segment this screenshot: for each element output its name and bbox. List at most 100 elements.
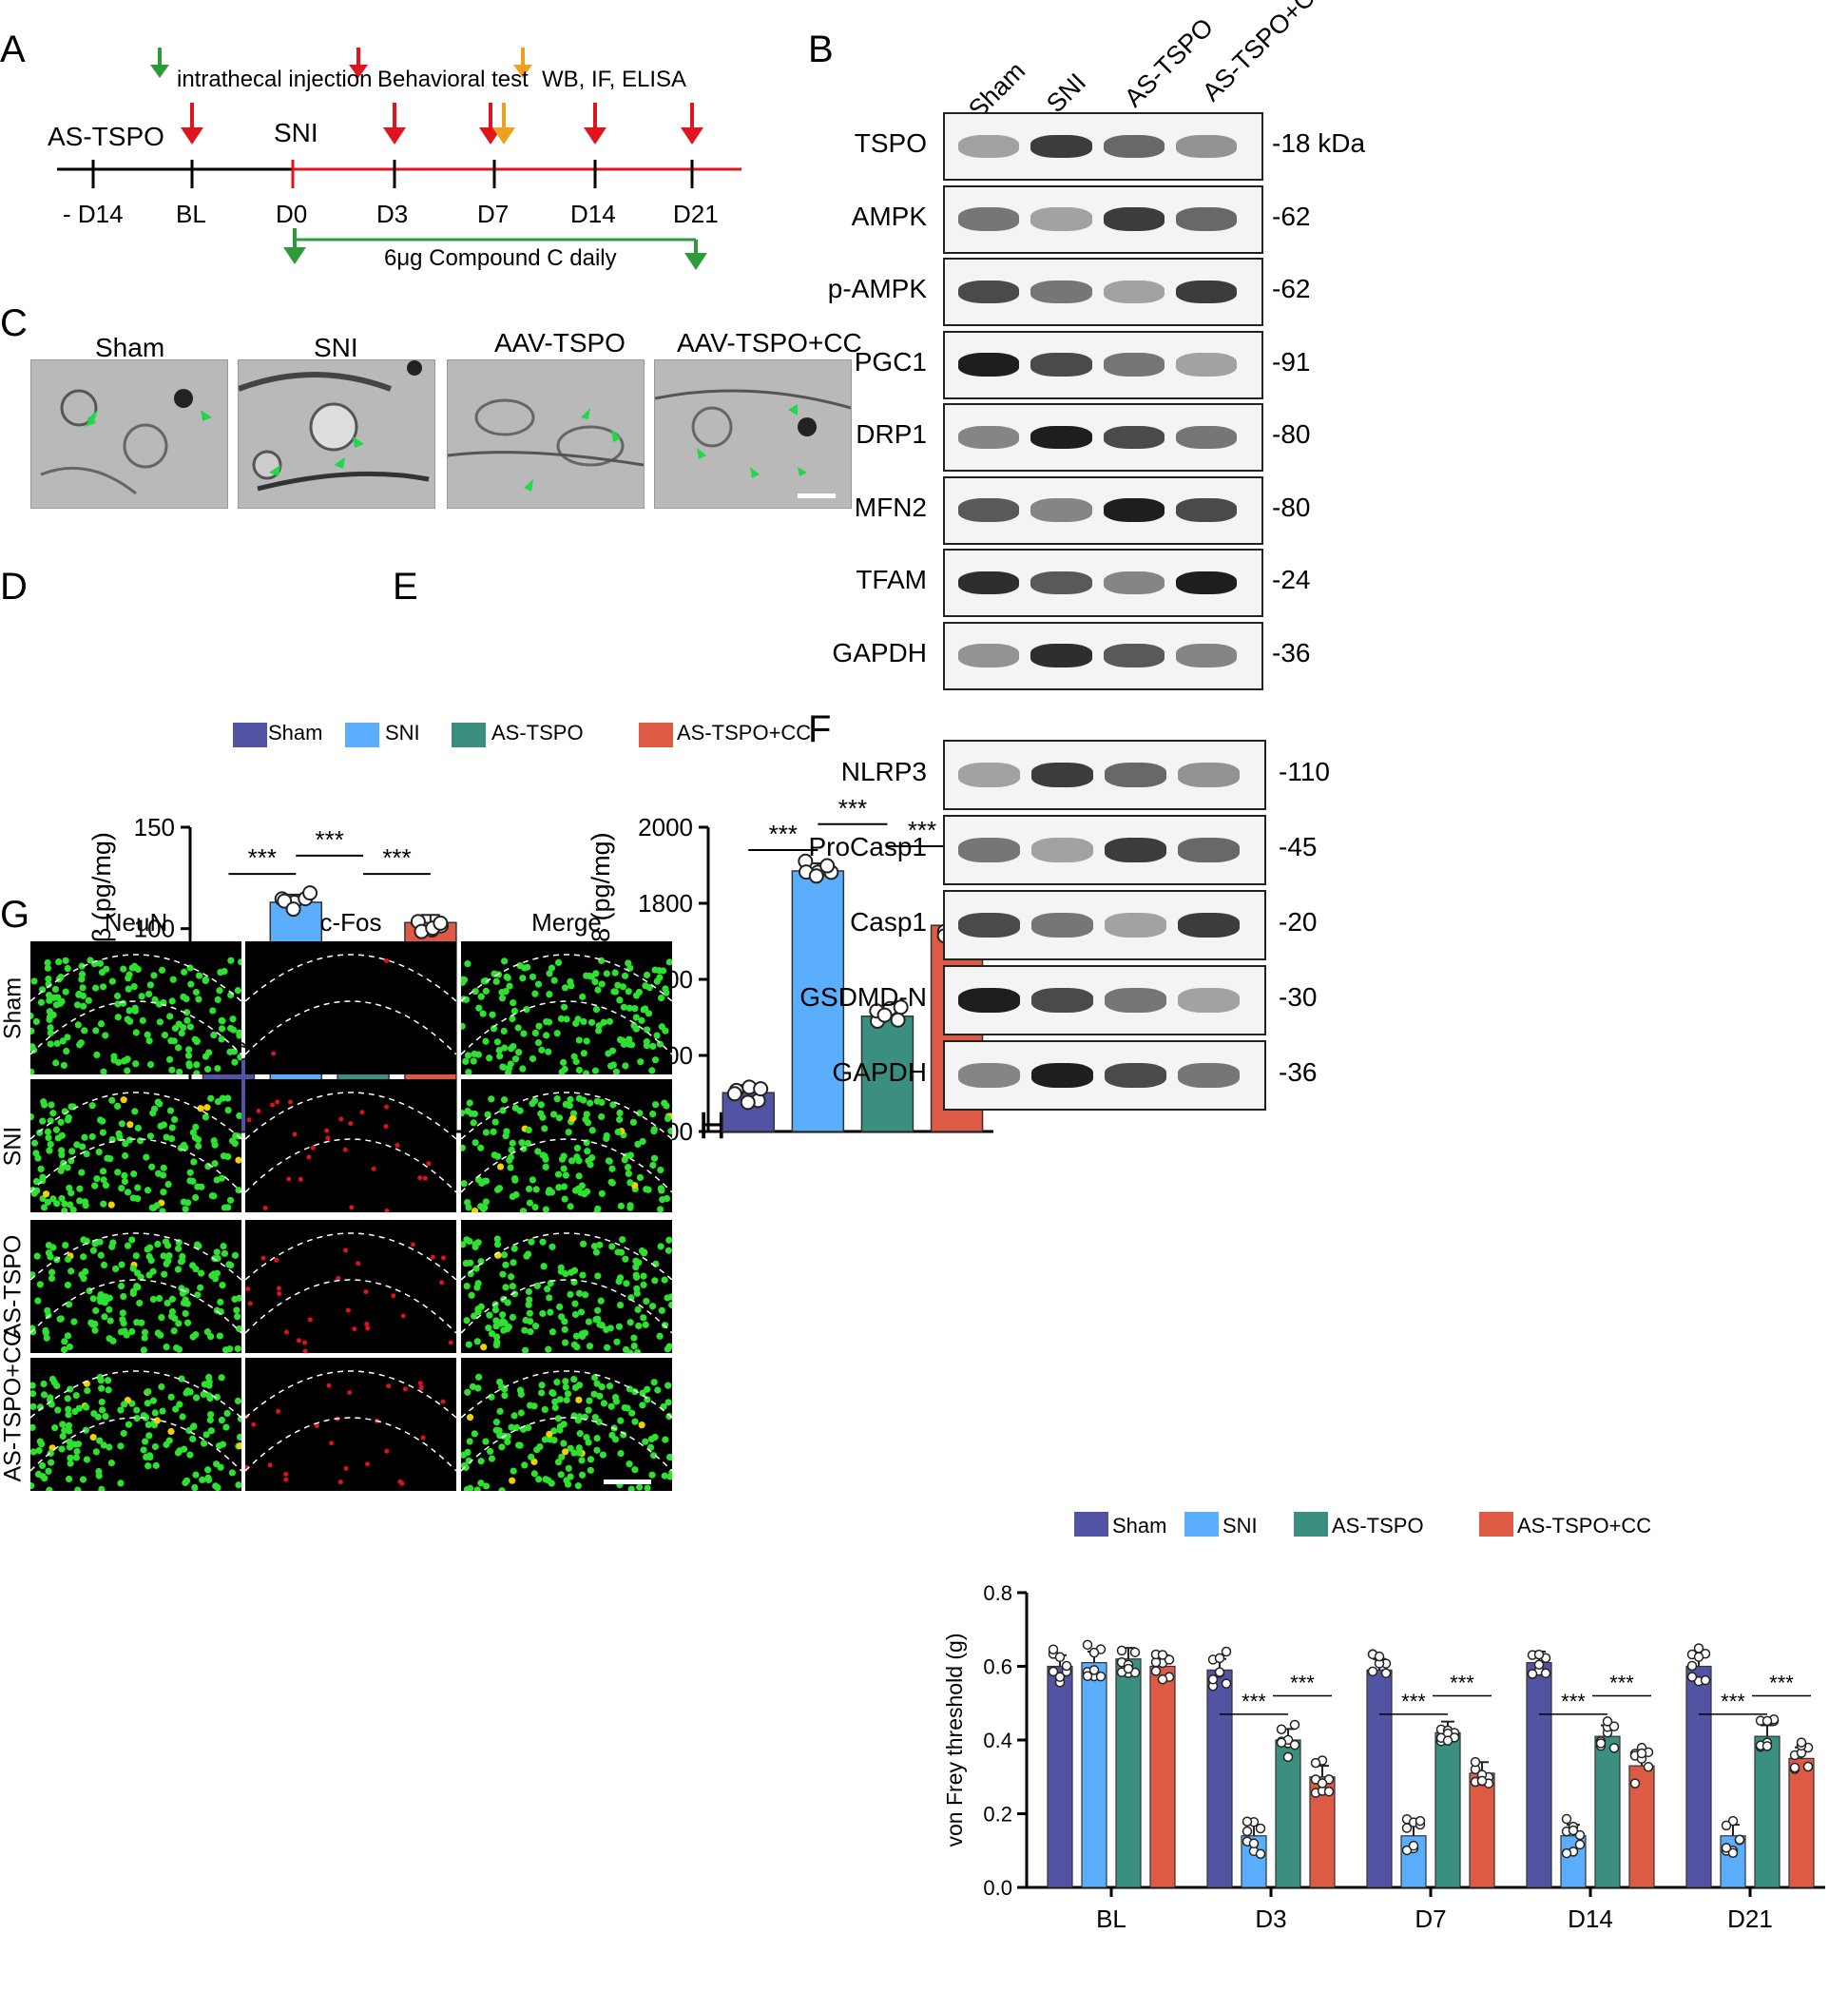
data-point [1095, 1671, 1107, 1682]
cell-dot [521, 1326, 529, 1334]
cell-dot [645, 1186, 652, 1193]
data-point [753, 1081, 769, 1097]
cell-dot [229, 1015, 237, 1023]
boundary-line [461, 1138, 672, 1193]
cell-dot [501, 957, 509, 965]
cell-dot [471, 1312, 478, 1320]
cell-dot [39, 986, 47, 994]
cell-dot [642, 1321, 649, 1328]
cell-dot [125, 975, 132, 982]
cell-dot [210, 1031, 218, 1039]
blot-band [1105, 838, 1166, 862]
cell-dot [195, 972, 203, 979]
bar [1115, 1658, 1142, 1888]
cell-dot [97, 1298, 105, 1305]
cell-dot [418, 1385, 424, 1391]
cell-dot [524, 1250, 532, 1258]
cell-dot [98, 1398, 106, 1406]
cell-dot [47, 1029, 54, 1037]
boundary-line [461, 954, 672, 1002]
cell-dot [565, 1129, 572, 1136]
legend-label: AS-TSPO [1332, 1514, 1424, 1538]
cell-dot [650, 1452, 658, 1460]
cell-dot [560, 1440, 568, 1447]
cell-dot [105, 1386, 112, 1394]
cell-dot [596, 1392, 604, 1400]
cell-dot [482, 987, 490, 995]
cell-dot [202, 977, 209, 985]
cell-dot [150, 1105, 159, 1112]
cell-dot [510, 1412, 518, 1420]
cell-dot [558, 1313, 566, 1321]
cell-dot [235, 1481, 241, 1489]
cell-dot [508, 1146, 515, 1153]
cell-dot [160, 1252, 167, 1260]
cell-dot [189, 1262, 197, 1269]
cell-dot [226, 1196, 235, 1204]
fluor-row-label: AS-TSPO [0, 1234, 27, 1340]
cell-dot [102, 1413, 109, 1421]
cell-dot [648, 1471, 656, 1479]
cell-dot [533, 1282, 541, 1289]
blot-band [958, 571, 1020, 595]
cell-dot [102, 1032, 109, 1039]
cell-dot [170, 1327, 178, 1335]
data-point [1533, 1649, 1545, 1660]
cell-dot [138, 993, 145, 1000]
bar [1594, 1735, 1621, 1888]
cell-dot [75, 1404, 83, 1412]
cell-dot [567, 1095, 574, 1103]
cell-dot [222, 1423, 230, 1431]
timeline-diagram [57, 48, 741, 270]
bar [1469, 1772, 1495, 1888]
cell-dot [61, 1426, 68, 1434]
cell-dot [40, 1204, 48, 1211]
data-point [1255, 1823, 1266, 1834]
cell-dot [534, 1038, 543, 1047]
cell-dot [51, 1423, 59, 1432]
cell-dot [549, 1328, 557, 1336]
cell-dot [156, 1294, 164, 1303]
boundary-line [245, 954, 456, 1002]
cell-dot [336, 1275, 341, 1281]
cell-dot [79, 984, 87, 992]
cell-dot [100, 1176, 107, 1184]
cell-dot [563, 1015, 570, 1023]
cell-dot [566, 1102, 573, 1110]
cell-dot [464, 960, 472, 968]
cell-dot [465, 1069, 472, 1074]
significance-label: *** [1450, 1672, 1474, 1695]
cell-dot [74, 1441, 83, 1448]
cell-dot [118, 1185, 125, 1192]
cell-dot [59, 1421, 67, 1428]
blot-band [1103, 571, 1165, 595]
blot-band [1030, 498, 1092, 522]
cell-dot [58, 1131, 66, 1139]
data-point [1636, 1748, 1647, 1759]
cell-dot [146, 981, 155, 989]
cell-dot [498, 1487, 506, 1491]
cell-dot [65, 1405, 72, 1413]
cell-dot [600, 1400, 607, 1407]
cell-dot [144, 1462, 152, 1470]
cell-dot [207, 1427, 215, 1435]
day-label: BL [176, 200, 206, 228]
cell-dot [53, 1039, 61, 1048]
cell-dot [464, 1388, 472, 1396]
cell-dot [565, 1464, 572, 1472]
cell-dot [109, 1239, 117, 1247]
cell-dot [57, 1118, 65, 1126]
cell-dot [163, 1343, 170, 1351]
cell-dot [216, 1332, 223, 1340]
cell-dot [121, 1177, 129, 1186]
cell-dot [658, 1306, 665, 1314]
cell-dot [30, 1068, 35, 1074]
cell-dot [183, 1009, 191, 1016]
bar [1149, 1665, 1176, 1888]
cell-dot [461, 1022, 466, 1030]
cell-dot [575, 1396, 583, 1403]
cell-dot [635, 1322, 643, 1330]
cell-dot [64, 1034, 71, 1041]
cell-dot [205, 1049, 213, 1056]
cell-dot [132, 1060, 140, 1068]
